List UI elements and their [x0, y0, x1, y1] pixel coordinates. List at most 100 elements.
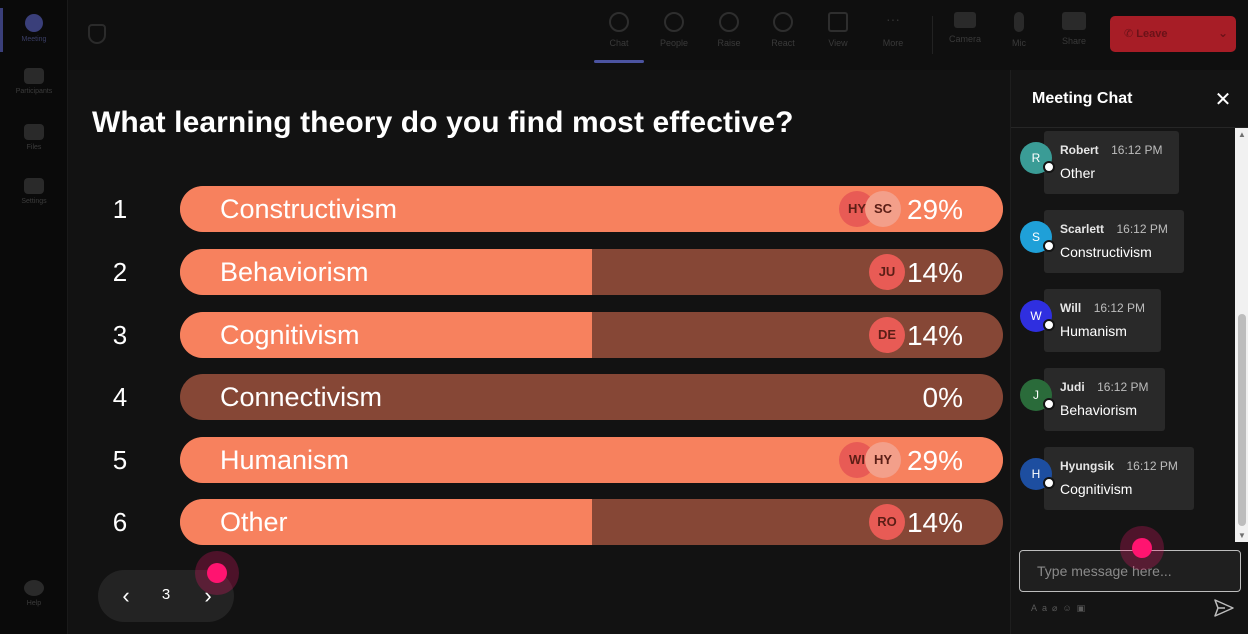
option-label: Connectivism: [220, 382, 383, 412]
close-icon[interactable]: ✕: [1214, 89, 1232, 111]
rail-item-label: Participants: [15, 88, 53, 95]
shield-icon[interactable]: [88, 24, 106, 44]
presence-icon: [1043, 161, 1055, 173]
toolbar-button-label: View: [828, 38, 848, 48]
toolbar-divider: [932, 16, 933, 54]
option-bar: Cognitivism DE 14%: [180, 312, 1003, 358]
chat-title: Meeting Chat: [1032, 90, 1133, 107]
presence-icon: [1043, 477, 1055, 489]
rail-item-help[interactable]: Help: [0, 580, 68, 607]
raise-hand-icon: [719, 12, 739, 32]
camera-icon: [954, 12, 976, 28]
message-sender: Scarlett: [1060, 222, 1105, 236]
voter-avatar: DE: [869, 317, 905, 353]
toolbar-button-label: Share: [1061, 36, 1087, 46]
poll-option: 6 Other RO 14%: [68, 499, 1010, 545]
participants-icon: [24, 68, 44, 84]
rail-item-meeting[interactable]: Meeting: [0, 14, 68, 43]
toolbar-chat-button[interactable]: Chat: [594, 12, 644, 63]
next-page-button[interactable]: ›: [196, 582, 220, 610]
message-bubble: Scarlett 16:12 PM Constructivism: [1044, 210, 1184, 273]
leave-label: Leave: [1136, 28, 1168, 40]
option-percent: 29%: [906, 194, 963, 225]
mic-icon: [1014, 12, 1024, 32]
files-icon: [24, 124, 44, 140]
message-bubble: Robert 16:12 PM Other: [1044, 131, 1179, 194]
option-percent: 14%: [906, 320, 963, 351]
option-bar: Other RO 14%: [180, 499, 1003, 545]
rail-item-files[interactable]: Files: [0, 124, 68, 151]
rail-item-label: Files: [26, 144, 42, 151]
voter-avatar: JU: [869, 254, 905, 290]
gif-icon[interactable]: ▣: [1076, 603, 1091, 613]
message-time: 16:12 PM: [1116, 222, 1168, 236]
phone-icon: ✆: [1124, 28, 1137, 40]
toolbar-share-button[interactable]: Share: [1049, 12, 1099, 46]
toolbar-button-label: React: [771, 38, 795, 48]
send-icon[interactable]: [1213, 597, 1235, 619]
chat-message: Hyungsik 16:12 PM Cognitivism H: [1011, 444, 1235, 510]
toolbar-view-button[interactable]: View: [813, 12, 863, 48]
toolbar-more-button[interactable]: ··· More: [868, 12, 918, 48]
option-bar-fill: [180, 249, 592, 295]
toolbar-button-label: People: [659, 38, 689, 48]
toolbar-react-button[interactable]: React: [758, 12, 808, 48]
help-icon: [24, 580, 44, 596]
previous-page-button[interactable]: ‹: [114, 582, 138, 610]
message-bubble: Will 16:12 PM Humanism: [1044, 289, 1162, 352]
option-number: 5: [112, 445, 128, 475]
message-sender: Robert: [1060, 143, 1099, 157]
chat-scrollbar[interactable]: ▲ ▼: [1235, 128, 1248, 542]
toolbar-button-label: Chat: [609, 38, 629, 48]
rail-item-label: Help: [26, 600, 42, 607]
attach-icon[interactable]: ⌀: [1052, 603, 1063, 613]
message-bubble: Judi 16:12 PM Behaviorism: [1044, 368, 1165, 431]
voter-avatar: SC: [865, 191, 901, 227]
chevron-down-icon[interactable]: ⌄: [1217, 26, 1228, 40]
scroll-up-icon[interactable]: ▲: [1238, 130, 1246, 139]
toolbar-people-button[interactable]: People: [649, 12, 699, 48]
rail-item-label: Meeting: [21, 36, 47, 43]
scroll-down-icon[interactable]: ▼: [1238, 531, 1246, 540]
option-bar: Behaviorism JU 14%: [180, 249, 1003, 295]
rail-item-participants[interactable]: Participants: [0, 68, 68, 95]
chat-message-input[interactable]: Type message here...: [1019, 550, 1241, 592]
toolbar-camera-button[interactable]: Camera: [940, 12, 990, 44]
people-icon: [664, 12, 684, 32]
chat-message: Robert 16:12 PM Other R: [1011, 128, 1235, 194]
toolbar-button-label: Raise: [717, 38, 741, 48]
option-percent: 14%: [906, 257, 963, 288]
chat-message-list: Robert 16:12 PM Other R Scarlett 16:12 P…: [1011, 128, 1235, 542]
chat-message: Will 16:12 PM Humanism W: [1011, 286, 1235, 352]
chevron-right-icon: ›: [204, 583, 212, 608]
option-label: Behaviorism: [220, 257, 369, 287]
toolbar-button-label: Camera: [948, 34, 981, 44]
message-time: 16:12 PM: [1093, 301, 1146, 315]
option-percent: 0%: [922, 382, 963, 413]
option-bar-fill: [180, 499, 592, 545]
voter-avatar: RO: [869, 504, 905, 540]
option-number: 6: [112, 507, 128, 537]
message-text: Cognitivism: [1060, 481, 1133, 497]
format-text-icon[interactable]: Aa: [1031, 603, 1053, 613]
toolbar-mic-button[interactable]: Mic: [994, 12, 1044, 48]
option-bar: Connectivism 0%: [180, 374, 1003, 420]
option-number: 1: [112, 194, 128, 224]
scrollbar-thumb[interactable]: [1238, 314, 1246, 526]
meeting-icon: [25, 14, 43, 32]
message-text: Behaviorism: [1060, 402, 1138, 418]
message-bubble: Hyungsik 16:12 PM Cognitivism: [1044, 447, 1194, 510]
chat-message: Judi 16:12 PM Behaviorism J: [1011, 365, 1235, 431]
option-number: 4: [112, 382, 128, 412]
avatar: J: [1020, 379, 1052, 411]
click-indicator: [207, 563, 227, 583]
rail-active-indicator: [0, 8, 3, 52]
rail-item-label: Settings: [21, 198, 47, 205]
message-text: Constructivism: [1060, 244, 1152, 260]
poll-option: 4 Connectivism 0%: [68, 374, 1010, 420]
view-icon: [828, 12, 848, 32]
leave-button[interactable]: ✆ Leave ⌄: [1110, 16, 1236, 52]
toolbar-raise-button[interactable]: Raise: [704, 12, 754, 48]
rail-item-settings[interactable]: Settings: [0, 178, 68, 205]
emoji-icon[interactable]: ☺: [1062, 603, 1077, 613]
